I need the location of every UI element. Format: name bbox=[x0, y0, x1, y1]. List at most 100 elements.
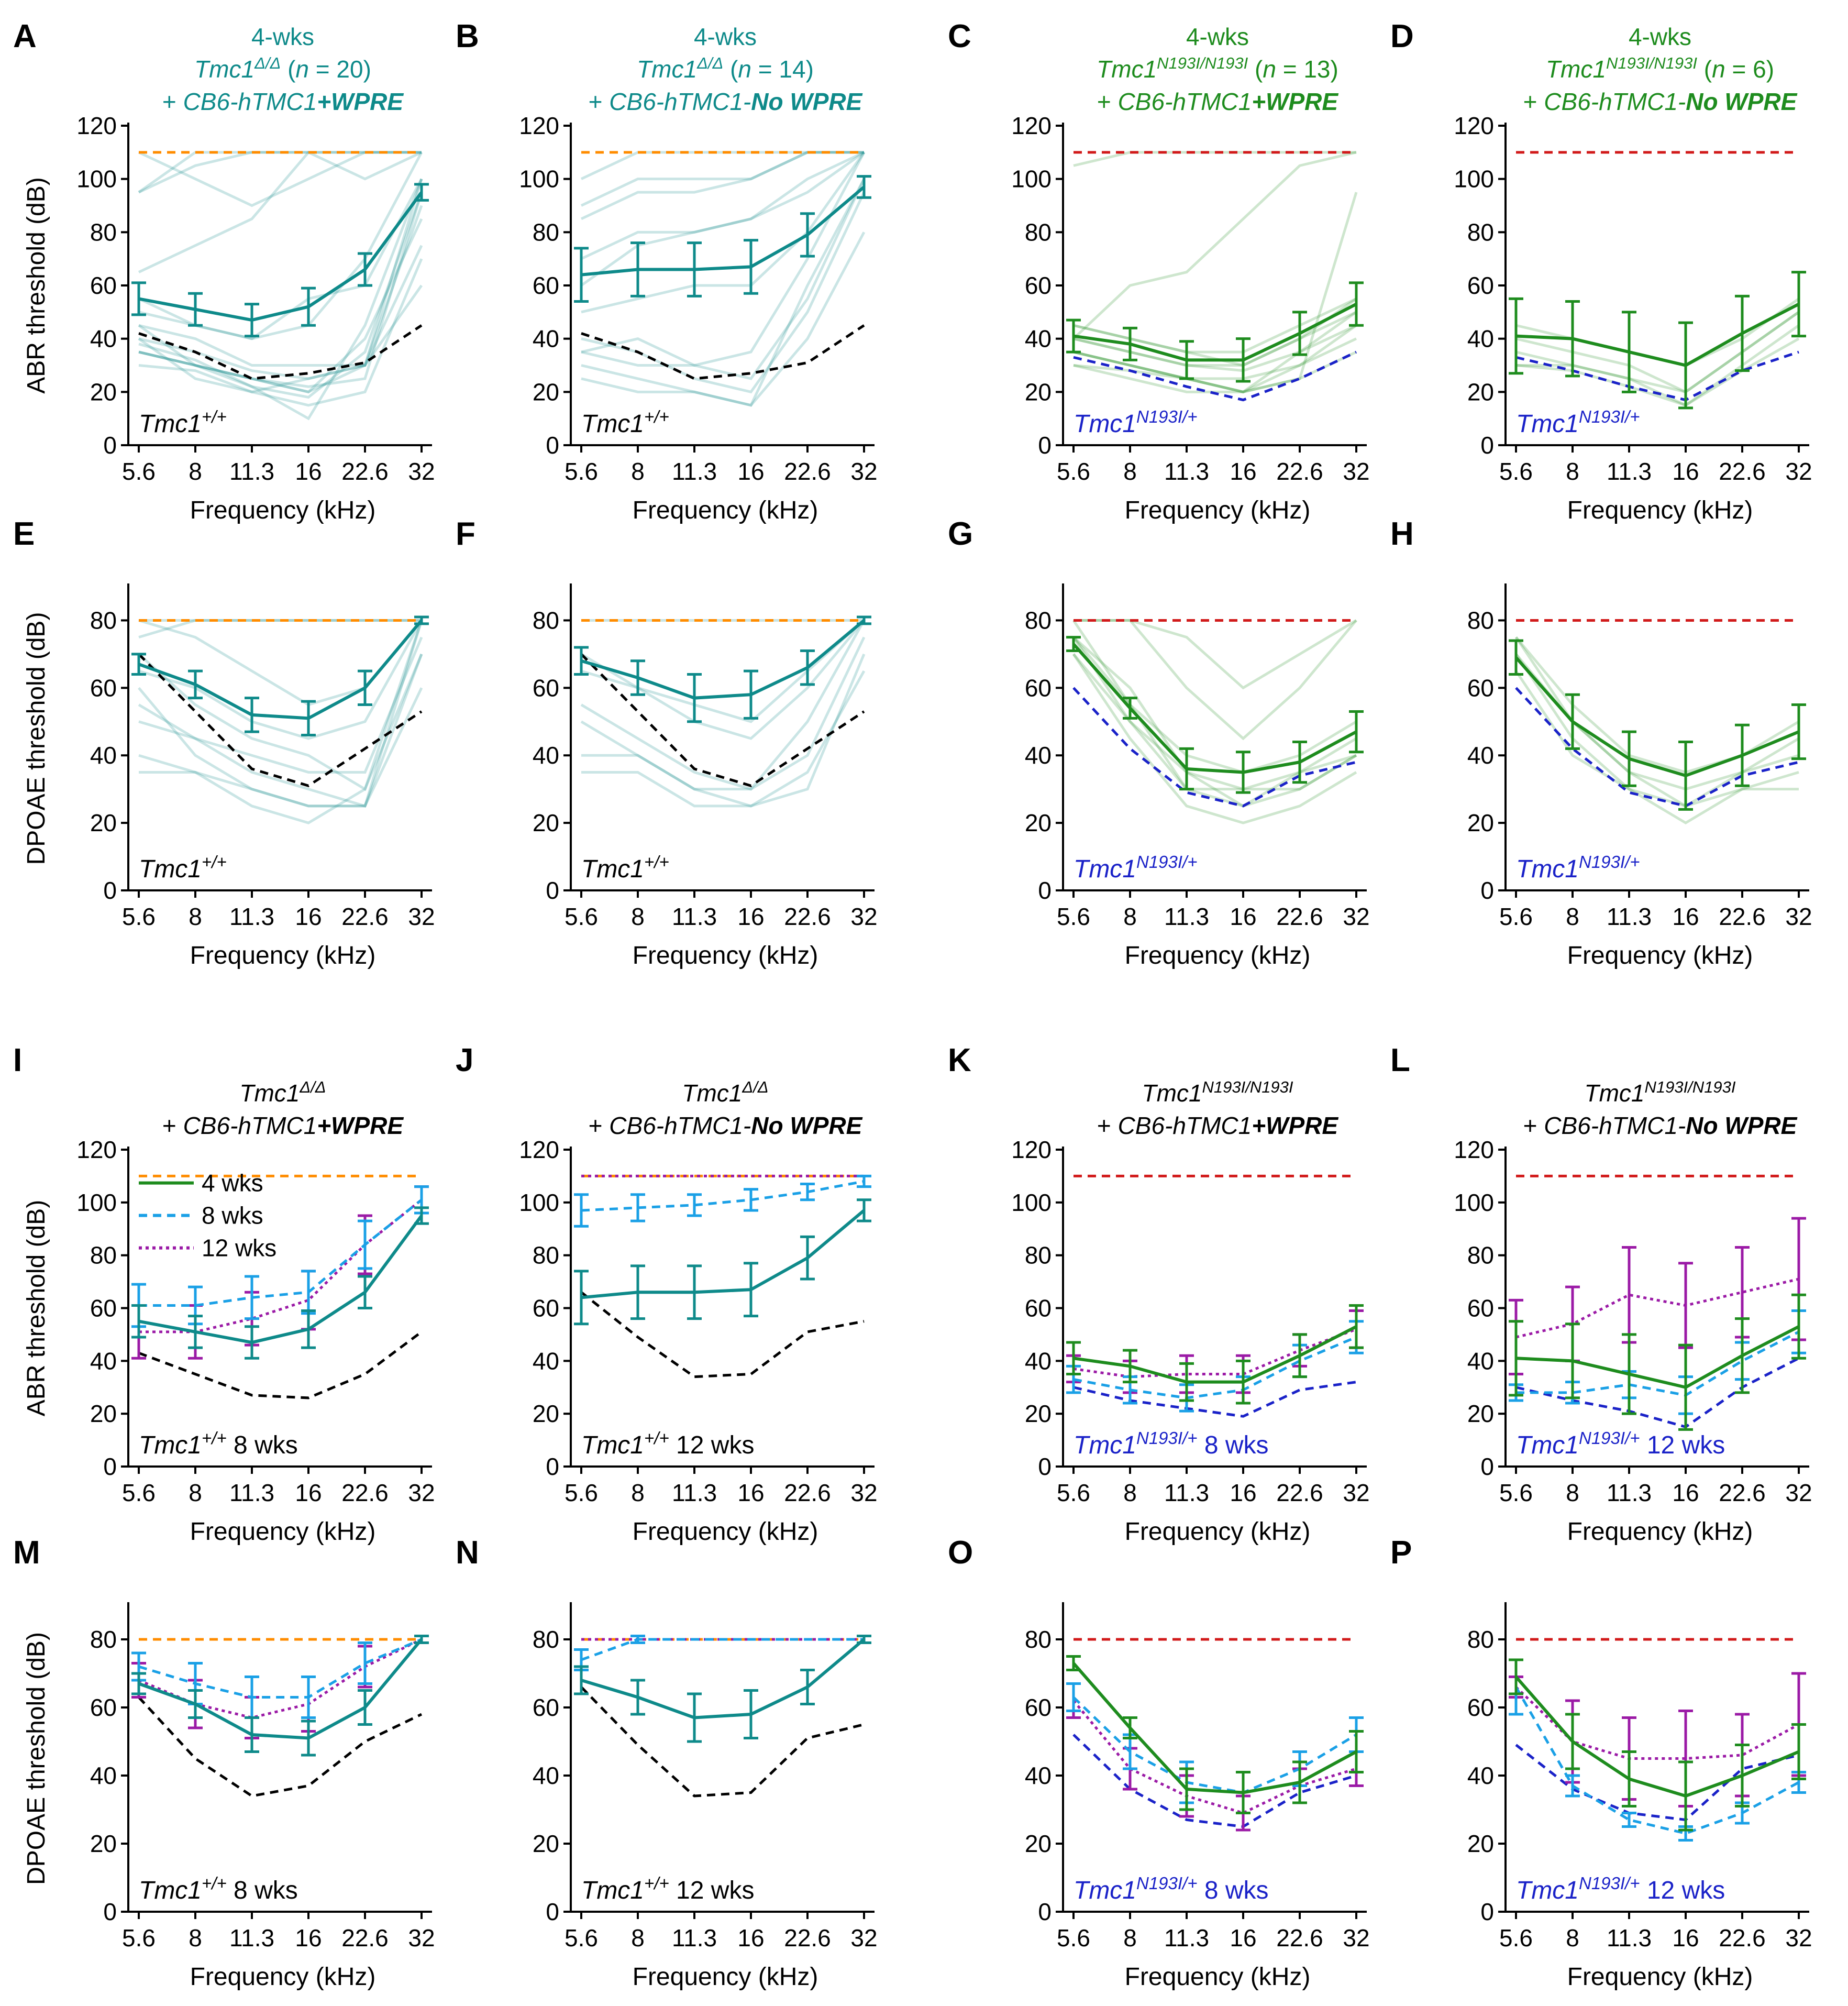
x-tick-label: 8 bbox=[189, 903, 202, 930]
series-line bbox=[139, 1198, 423, 1307]
series-8-wks bbox=[131, 1185, 429, 1328]
x-tick-label: 11.3 bbox=[672, 458, 717, 485]
x-tick-label: 32 bbox=[1343, 458, 1369, 485]
x-tick-label: 11.3 bbox=[1164, 458, 1209, 485]
x-axis-title: Frequency (kHz) bbox=[190, 1518, 376, 1546]
text-span: Tmc1 bbox=[1097, 56, 1157, 83]
individual-trace bbox=[138, 636, 423, 774]
text-span: 4-wks bbox=[1186, 23, 1249, 50]
panel-letter: M bbox=[13, 1535, 40, 1571]
y-tick-label: 80 bbox=[1467, 218, 1494, 246]
series-8-wks bbox=[1066, 1682, 1364, 1814]
panel-letter: C bbox=[948, 18, 971, 54]
series-12-wks bbox=[131, 1635, 429, 1739]
x-tick-label: 11.3 bbox=[1607, 458, 1652, 485]
individual-trace bbox=[1072, 636, 1357, 791]
y-tick-label: 0 bbox=[103, 1898, 117, 1925]
text-span: 12 wks bbox=[1640, 1877, 1725, 1904]
series-4-wks bbox=[1509, 1658, 1806, 1832]
y-axis-title: ABR threshold (dB) bbox=[23, 177, 50, 394]
x-tick-label: 32 bbox=[850, 458, 877, 485]
individual-trace bbox=[1074, 619, 1357, 741]
individual-trace bbox=[138, 620, 423, 740]
y-tick-label: 60 bbox=[1025, 272, 1052, 299]
text-span: Tmc1 bbox=[239, 1079, 300, 1107]
y-tick-label: 80 bbox=[90, 1242, 117, 1269]
individual-trace bbox=[1514, 653, 1799, 825]
x-tick-label: 8 bbox=[631, 458, 645, 485]
reference-label: Tmc1+/+ bbox=[581, 852, 669, 884]
x-axis-title: Frequency (kHz) bbox=[190, 497, 376, 524]
y-tick-label: 20 bbox=[1025, 378, 1052, 405]
individual-trace bbox=[138, 218, 423, 394]
y-tick-label: 120 bbox=[519, 112, 559, 139]
series-4-wks bbox=[131, 1206, 429, 1360]
x-tick-label: 8 bbox=[1566, 1479, 1579, 1506]
reference-label: Tmc1N193I/+ 8 wks bbox=[1074, 1873, 1269, 1905]
series-line bbox=[1073, 1336, 1357, 1399]
text-span: Δ/Δ bbox=[254, 54, 281, 72]
y-axis-title: DPOAE threshold (dB) bbox=[23, 1632, 50, 1885]
series-4-wks bbox=[574, 1635, 871, 1743]
y-tick-label: 60 bbox=[1025, 674, 1052, 701]
x-tick-label: 8 bbox=[1566, 1924, 1579, 1952]
y-tick-label: 20 bbox=[90, 378, 117, 405]
panel-title-line: Tmc1Δ/Δ (n = 20) bbox=[194, 54, 371, 83]
series-tmc1-12-wks bbox=[580, 1291, 865, 1379]
x-tick-label: 8 bbox=[631, 1924, 645, 1952]
panel-N: N 0 20 40 60 80 5.6 8 11.3 16 22.6 32 Frequency (kHz… bbox=[456, 1535, 878, 1991]
x-axis-title: Frequency (kHz) bbox=[190, 942, 376, 969]
x-tick-label: 8 bbox=[189, 1479, 202, 1506]
x-tick-label: 22.6 bbox=[1719, 903, 1766, 930]
series-tmc1-8-wks bbox=[138, 1330, 423, 1399]
text-span: Tmc1 bbox=[682, 1079, 742, 1107]
series-tmc1n193i-12-wks bbox=[1515, 1357, 1800, 1429]
text-span: +WPRE bbox=[1252, 1112, 1338, 1139]
y-tick-label: 20 bbox=[1467, 1830, 1494, 1857]
panel-letter: J bbox=[456, 1042, 473, 1078]
series-line bbox=[138, 1215, 423, 1344]
y-tick-label: 0 bbox=[1038, 432, 1052, 459]
x-tick-label: 22.6 bbox=[1276, 1924, 1323, 1952]
x-tick-label: 22.6 bbox=[341, 1479, 389, 1506]
x-tick-label: 8 bbox=[1566, 458, 1579, 485]
x-tick-label: 22.6 bbox=[341, 458, 389, 485]
series-line bbox=[580, 1291, 865, 1379]
y-tick-label: 20 bbox=[533, 378, 559, 405]
text-span: CB6-hTMC1- bbox=[609, 88, 751, 115]
x-tick-label: 32 bbox=[1785, 458, 1812, 485]
y-tick-label: 100 bbox=[1011, 166, 1052, 193]
series-line bbox=[138, 619, 423, 720]
individual-trace bbox=[138, 619, 422, 639]
series-tmc1n193i- bbox=[1073, 350, 1357, 402]
y-tick-label: 20 bbox=[1467, 809, 1494, 836]
series-tmc1-12-wks bbox=[580, 1686, 865, 1798]
reference-label: Tmc1N193I/+ 12 wks bbox=[1516, 1873, 1725, 1905]
x-tick-label: 16 bbox=[1230, 1479, 1256, 1506]
panel-O: O 0 20 40 60 80 5.6 8 11.3 16 22.6 32 Frequency (kHz… bbox=[948, 1535, 1370, 1991]
individual-trace bbox=[138, 151, 423, 340]
x-tick-label: 5.6 bbox=[122, 1924, 156, 1952]
text-span: = 20) bbox=[309, 56, 371, 83]
y-tick-label: 40 bbox=[90, 1762, 117, 1789]
y-tick-label: 80 bbox=[1025, 607, 1052, 634]
x-tick-label: 16 bbox=[737, 458, 764, 485]
x-tick-label: 8 bbox=[1123, 1924, 1137, 1952]
x-tick-label: 11.3 bbox=[1164, 903, 1209, 930]
panel-title-line: + CB6-hTMC1-No WPRE bbox=[589, 1112, 863, 1139]
text-span: N193I/N193I bbox=[1202, 1078, 1293, 1096]
y-tick-label: 80 bbox=[90, 1626, 117, 1653]
individual-trace bbox=[581, 232, 866, 407]
x-tick-label: 11.3 bbox=[1164, 1924, 1209, 1952]
text-span: CB6-hTMC1- bbox=[609, 1112, 751, 1139]
legend-label: 12 wks bbox=[202, 1235, 276, 1262]
y-tick-label: 0 bbox=[1038, 1898, 1052, 1925]
reference-label: Tmc1N193I/+ 8 wks bbox=[1074, 1428, 1269, 1460]
series-line bbox=[581, 1209, 865, 1299]
text-span: N193I/N193I bbox=[1157, 54, 1248, 72]
individual-trace bbox=[138, 284, 423, 393]
text-span: Tmc1 bbox=[1142, 1079, 1202, 1107]
reference-label: Tmc1+/+ 8 wks bbox=[139, 1873, 298, 1905]
x-tick-label: 16 bbox=[295, 1479, 322, 1506]
